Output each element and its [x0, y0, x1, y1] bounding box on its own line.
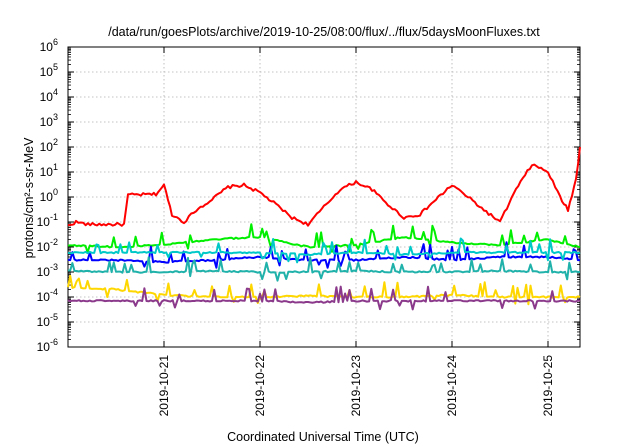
series-line — [67, 237, 581, 264]
y-tick-label: 10-5 — [37, 312, 58, 329]
x-tick-label: 2019-10-22 — [253, 355, 267, 417]
y-tick-label: 102 — [40, 137, 58, 154]
series-line — [67, 223, 581, 254]
x-tick-label: 2019-10-24 — [445, 355, 459, 417]
y-tick-label: 10-6 — [37, 337, 58, 354]
x-tick-label: 2019-10-23 — [349, 355, 363, 417]
series-line — [67, 274, 581, 306]
x-axis-label: Coordinated Universal Time (UTC) — [227, 430, 419, 444]
y-tick-label: 100 — [40, 187, 58, 204]
series-line — [67, 241, 580, 269]
y-tick-label: 10-4 — [37, 287, 58, 304]
y-tick-label: 104 — [40, 87, 58, 104]
series-lines — [67, 146, 581, 311]
y-tick-label: 101 — [40, 162, 58, 179]
x-tick-label: 2019-10-21 — [157, 355, 171, 417]
series-line — [67, 146, 581, 227]
y-tick-label: 103 — [40, 112, 58, 129]
chart-title: /data/run/goesPlots/archive/2019-10-25/0… — [108, 25, 540, 39]
y-tick-label: 105 — [40, 62, 58, 79]
y-tick-label: 10-1 — [37, 212, 58, 229]
x-tick-label: 2019-10-25 — [541, 355, 555, 417]
series-line — [67, 256, 580, 282]
y-axis-label: protons/cm²-s-sr-MeV — [22, 137, 36, 259]
series-line — [67, 285, 581, 311]
axis-ticks: 10-6 10-5 10-4 10-3 10-2 10-1 100 101 102 103 104 1… — [37, 37, 580, 416]
y-tick-label: 10-2 — [37, 237, 58, 254]
y-tick-label: 106 — [40, 37, 58, 54]
y-tick-label: 10-3 — [37, 262, 58, 279]
